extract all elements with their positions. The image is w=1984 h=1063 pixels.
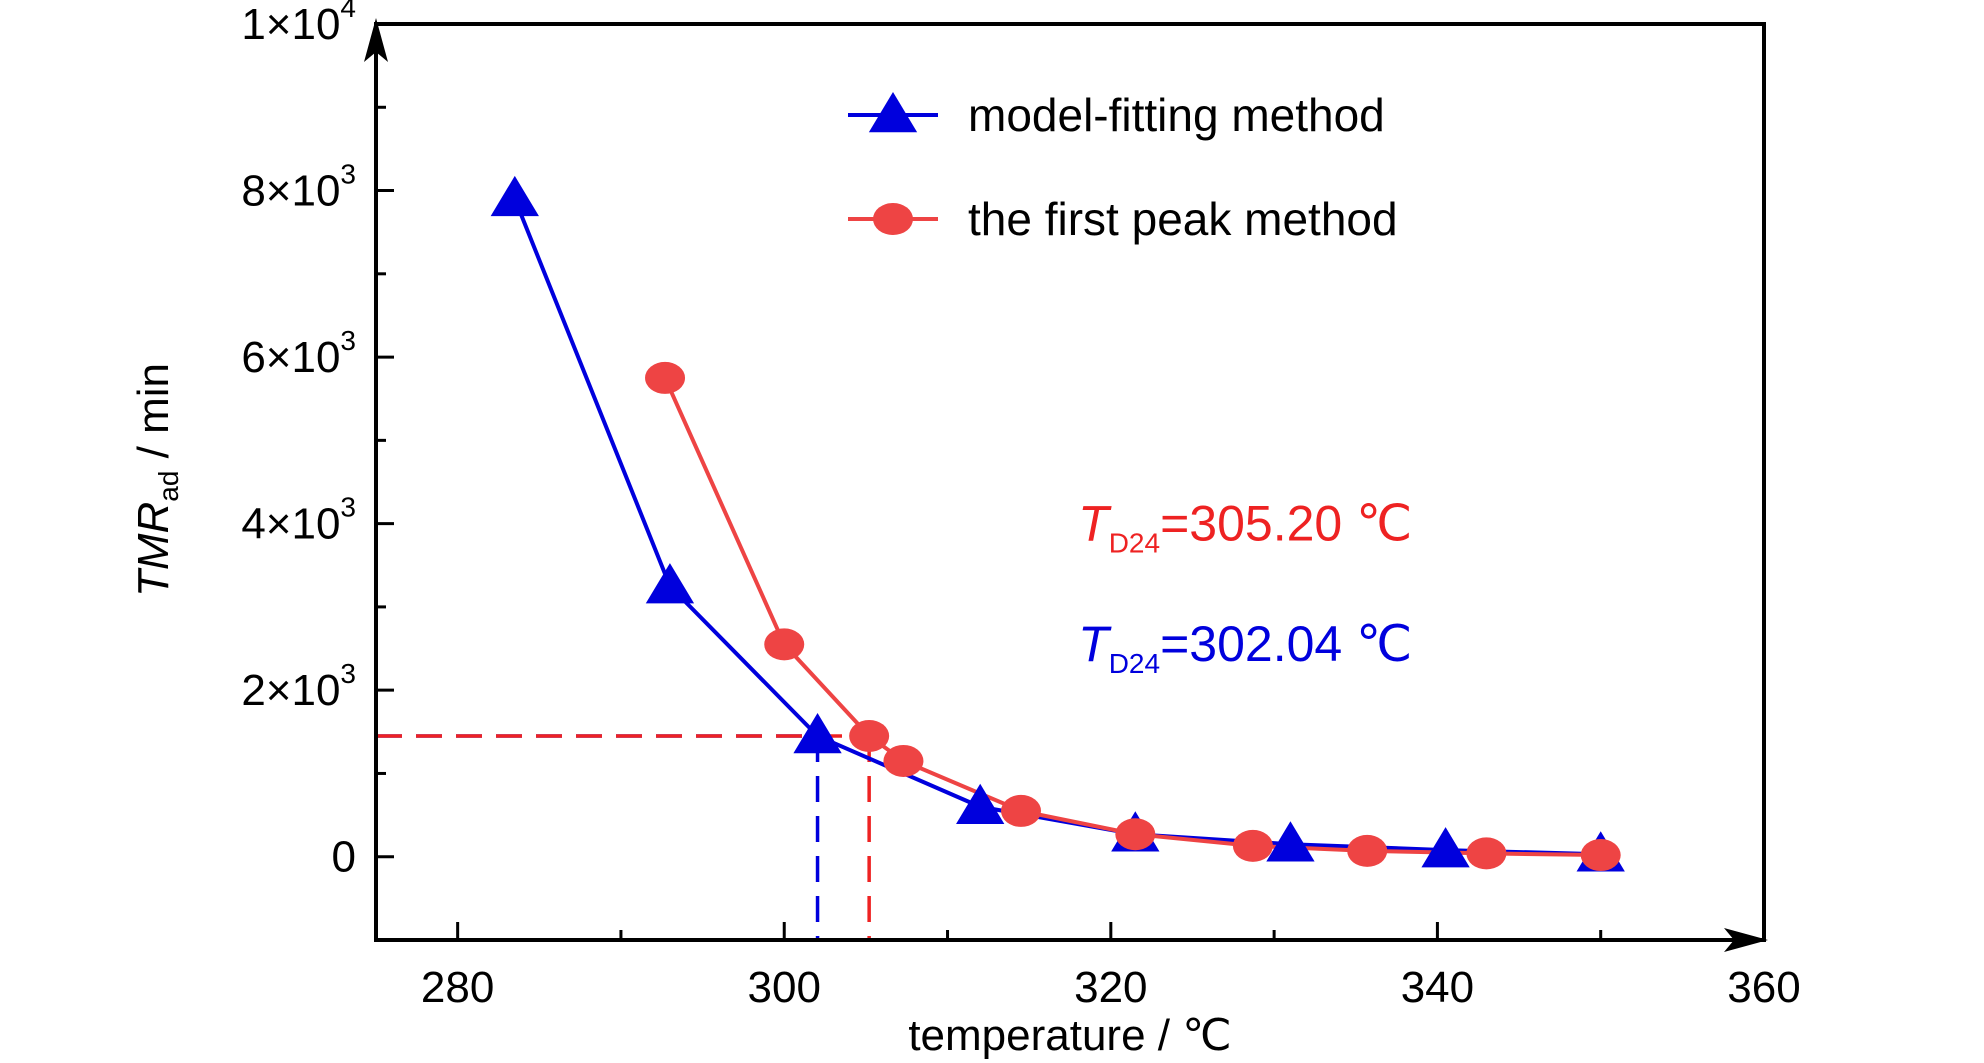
y-tick-label-mantissa-0: 0: [332, 833, 356, 882]
x-tick-label-2: 320: [1074, 963, 1147, 1012]
x-tick-label-4: 360: [1727, 963, 1800, 1012]
y-tick-label-1: 2×103: [241, 658, 356, 715]
y-tick-label-exponent-1: 3: [340, 658, 356, 689]
annotation-red-subscript: D24: [1109, 527, 1160, 558]
ticks: 280 300 320 340 36002×1034×1036×1038×1031×10…: [241, 0, 1800, 1012]
x-axis-title: temperature / ℃: [908, 1011, 1231, 1060]
series-1-point-8: [1466, 837, 1507, 870]
x-axis-arrow: [1724, 928, 1768, 952]
x-tick-label-0: 280: [421, 963, 494, 1012]
y-tick-label-mantissa-2: 4×10: [241, 500, 340, 549]
legend-label-0: model-fitting method: [968, 89, 1385, 141]
y-tick-label-3: 6×103: [241, 325, 356, 382]
annotation-blue-subscript: D24: [1109, 648, 1160, 679]
x-tick-label-1: 300: [748, 963, 821, 1012]
y-tick-label-4: 8×103: [241, 159, 356, 216]
annotation-blue-value: =302.04 ℃: [1160, 616, 1412, 672]
y-axis-title: TMRad / min: [129, 363, 184, 597]
series-1-markers: [645, 361, 1621, 872]
series-0-point-0: [490, 175, 539, 217]
y-axis-title-suffix: / min: [129, 363, 178, 471]
series-1-point-1: [764, 628, 805, 661]
y-tick-label-mantissa-1: 2×10: [241, 666, 340, 715]
series-1-point-5: [1115, 818, 1156, 851]
series-0-point-5: [1266, 821, 1315, 862]
axes: [364, 18, 1768, 952]
series-0-point-2: [793, 712, 842, 754]
series-layer: [490, 175, 1625, 872]
series-1-point-2: [849, 719, 890, 752]
series-0-markers: [490, 175, 1625, 872]
series-0-point-3: [956, 783, 1005, 825]
y-tick-label-0: 0: [332, 833, 356, 882]
y-tick-label-mantissa-4: 8×10: [241, 167, 340, 216]
y-tick-label-exponent-2: 3: [340, 492, 356, 523]
annotation-red-symbol: T: [1078, 495, 1112, 551]
series-1-point-7: [1347, 834, 1388, 867]
series-1-line: [663, 377, 1601, 858]
y-tick-label-mantissa-5: 1×10: [241, 0, 340, 49]
y-tick-label-exponent-5: 4: [340, 0, 356, 23]
legend: model-fitting method the first peak metho…: [848, 89, 1398, 245]
reference-lines: [376, 734, 871, 940]
legend-label-1: the first peak method: [968, 193, 1398, 245]
series-1-point-0: [645, 361, 686, 394]
series-1-point-4: [1001, 794, 1042, 827]
series-1: [663, 377, 1601, 858]
y-axis-title-subscript: ad: [153, 471, 184, 502]
series-0: [512, 198, 1601, 857]
annotation-red: TD24=305.20 ℃: [1078, 495, 1412, 558]
plot-frame: [374, 22, 1766, 942]
annotation-blue-symbol: T: [1078, 616, 1112, 672]
series-1-point-9: [1580, 839, 1621, 872]
x-tick-label-3: 340: [1401, 963, 1474, 1012]
series-0-line: [512, 198, 1601, 857]
y-tick-label-2: 4×103: [241, 492, 356, 549]
y-tick-label-mantissa-3: 6×10: [241, 333, 340, 382]
y-tick-label-exponent-4: 3: [340, 159, 356, 190]
legend-marker-1: [873, 203, 913, 235]
series-0-point-1: [645, 563, 695, 604]
y-axis-title-main: TMR: [129, 502, 178, 597]
series-1-point-3: [883, 744, 924, 777]
series-0-point-6: [1421, 827, 1470, 868]
legend-marker-0: [868, 92, 918, 133]
annotation-red-value: =305.20 ℃: [1160, 495, 1412, 551]
y-tick-label-5: 1×104: [241, 0, 356, 49]
series-1-point-6: [1232, 829, 1273, 862]
y-tick-label-exponent-3: 3: [340, 325, 356, 356]
annotation-blue: TD24=302.04 ℃: [1078, 616, 1412, 679]
y-axis-arrow: [364, 18, 388, 62]
